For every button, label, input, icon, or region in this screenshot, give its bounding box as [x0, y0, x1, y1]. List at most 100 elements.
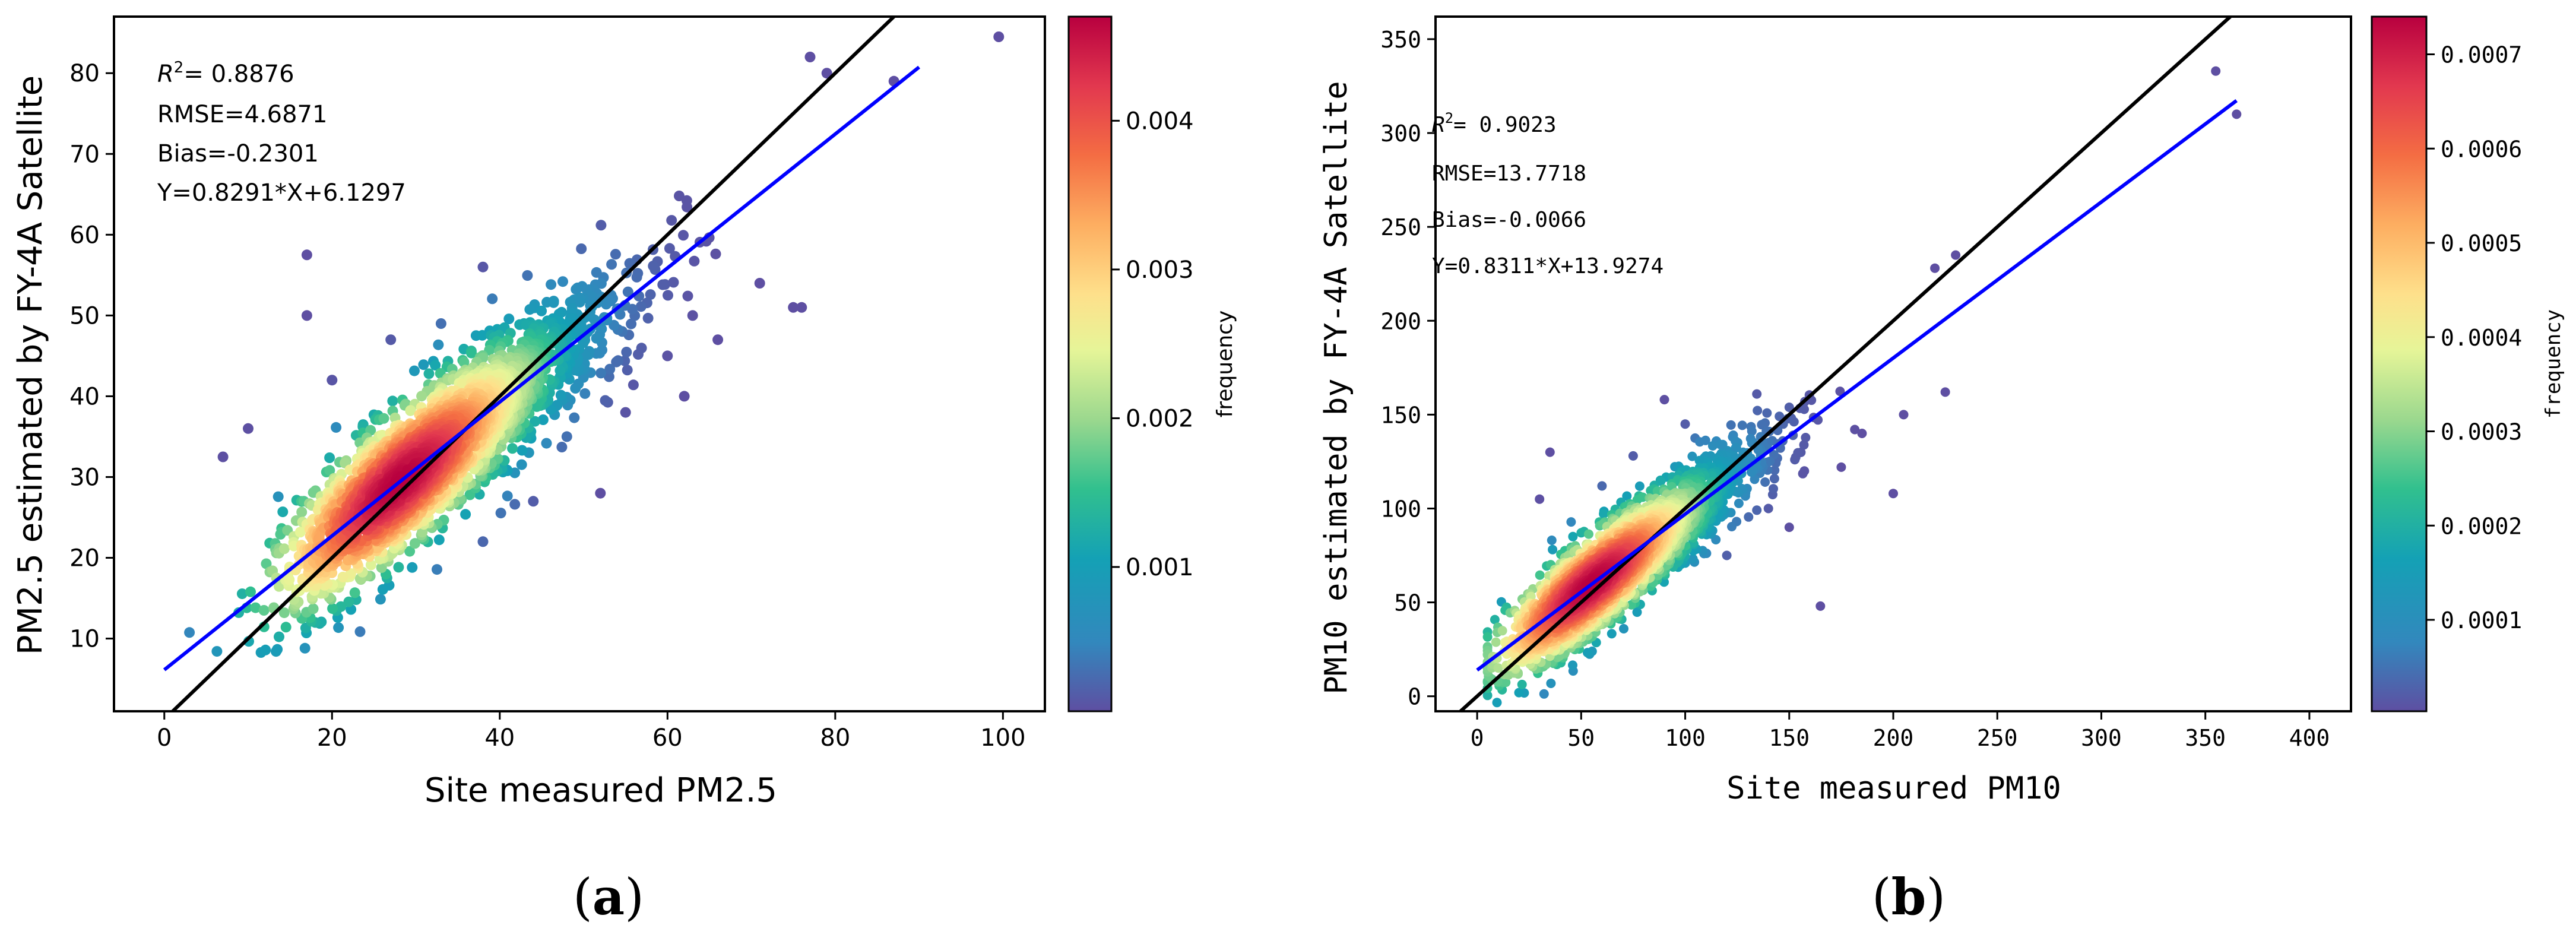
panel-a-point — [595, 487, 606, 499]
panel-a-points — [184, 31, 1005, 658]
panel-b-point — [1835, 387, 1845, 397]
panel-b-point — [1490, 614, 1500, 625]
panel-a-point — [516, 459, 527, 470]
panel-b-point — [1514, 688, 1524, 698]
panel-a-point — [687, 310, 698, 321]
panel-a-point — [678, 230, 689, 241]
panel-a-point — [278, 607, 290, 619]
panel-a-point — [236, 588, 248, 600]
panel-a-point — [211, 646, 223, 657]
panel-b-point — [1753, 406, 1763, 416]
panel-a-x-tick-label: 0 — [157, 724, 172, 752]
panel-a-point — [570, 383, 581, 394]
panel-b-point — [1737, 420, 1747, 430]
panel-a-point — [555, 389, 566, 401]
panel-a-point — [648, 261, 659, 271]
panel-a-point — [624, 258, 635, 269]
panel-b-point — [1801, 433, 1811, 442]
panel-a-point — [595, 220, 607, 231]
panel-a-point — [579, 388, 591, 399]
panel-b-point — [2232, 109, 2242, 119]
panel-a-y-tick-label: 70 — [69, 141, 100, 168]
panel-b-point — [1770, 465, 1780, 476]
panel-a-point — [407, 562, 418, 573]
panel-b-point — [1791, 452, 1801, 463]
panel-a-point — [378, 413, 389, 424]
panel-a-point — [642, 312, 654, 324]
panel-a-y-tick-label: 80 — [69, 60, 100, 87]
panel-b-point — [1769, 484, 1778, 494]
panel-a-point — [530, 416, 540, 427]
panel-a-point — [308, 603, 319, 614]
panel-a-point — [349, 587, 360, 598]
panel-b-point — [1753, 445, 1763, 455]
panel-b-point — [1798, 468, 1808, 479]
panel-b-point — [1632, 607, 1642, 617]
panel-a-point — [507, 443, 518, 454]
panel-a-point — [335, 601, 347, 612]
panel-a-point — [327, 603, 338, 614]
panel-a-y-tick-label: 20 — [69, 545, 100, 572]
panel-b-points — [1482, 66, 2242, 708]
panel-b-point — [1568, 531, 1578, 541]
panel-a-point — [258, 605, 270, 616]
panel-a-point — [423, 368, 435, 379]
panel-a-point — [628, 379, 639, 391]
panel-b-point — [1628, 451, 1638, 461]
panel-b-point — [1775, 411, 1785, 422]
panel-a-point — [460, 509, 471, 520]
panel-a-point — [541, 438, 552, 449]
panel-a-point — [524, 304, 536, 315]
panel-b-point — [2211, 66, 2221, 76]
panel-a-bias-label: Bias=-0.2301 — [157, 140, 319, 167]
panel-a-point — [522, 270, 533, 281]
panel-a-point — [387, 395, 398, 407]
panel-a-y-tick-label: 30 — [69, 464, 100, 491]
panel-b-point — [1535, 570, 1545, 580]
panel-a-point — [622, 286, 633, 297]
panel-b-point — [1784, 403, 1794, 412]
panel-a-point — [595, 368, 607, 379]
panel-b-point — [1680, 419, 1690, 429]
panel-a-point — [327, 375, 338, 386]
panel-a-point — [591, 332, 602, 344]
panel-a-point — [261, 558, 272, 569]
panel-a-point — [277, 506, 289, 518]
panel-a-point — [466, 347, 477, 359]
panel-b-point — [1482, 690, 1493, 701]
panel-a-point — [664, 243, 675, 254]
panel-b-point — [1688, 554, 1698, 564]
panel-b-point — [1763, 503, 1773, 514]
panel-a-x-tick-label: 60 — [652, 724, 683, 752]
panel-b-point — [1752, 389, 1762, 399]
panel-a-point — [571, 284, 582, 295]
panel-a-point — [274, 631, 284, 642]
panel-a-point — [821, 68, 832, 79]
panel-b-point — [1857, 429, 1867, 438]
panel-b-point — [1726, 420, 1736, 430]
panel-a-point — [296, 506, 308, 518]
panel-b-point — [1815, 601, 1826, 611]
panel-a-point — [556, 442, 568, 452]
panel-a-colorbar-tick-label: 0.004 — [1126, 107, 1194, 135]
panel-b-point — [1517, 679, 1527, 689]
panel-a-point — [280, 622, 291, 633]
panel-a-colorbar-tick-label: 0.003 — [1126, 256, 1194, 284]
panel-a-x-tick-label: 100 — [980, 724, 1025, 752]
panel-a-point — [668, 277, 679, 288]
panel-b-point — [1535, 494, 1545, 504]
panel-a-point — [679, 391, 690, 402]
panel-a-point — [576, 243, 587, 254]
panel-b-point — [1545, 447, 1555, 457]
panel-b-point — [1491, 637, 1501, 647]
panel-a-point — [354, 626, 366, 637]
panel-a-point — [217, 451, 229, 463]
panel-a-point — [555, 365, 566, 376]
panel-b-point — [1700, 435, 1710, 445]
panel-a-point — [710, 248, 721, 259]
panel-a-x-axis-title: Site measured PM2.5 — [424, 771, 777, 810]
panel-a-point — [635, 301, 647, 312]
panel-a-point — [503, 313, 515, 325]
panel-a-point — [301, 249, 312, 261]
panel-a-y-tick-label: 50 — [69, 302, 100, 330]
